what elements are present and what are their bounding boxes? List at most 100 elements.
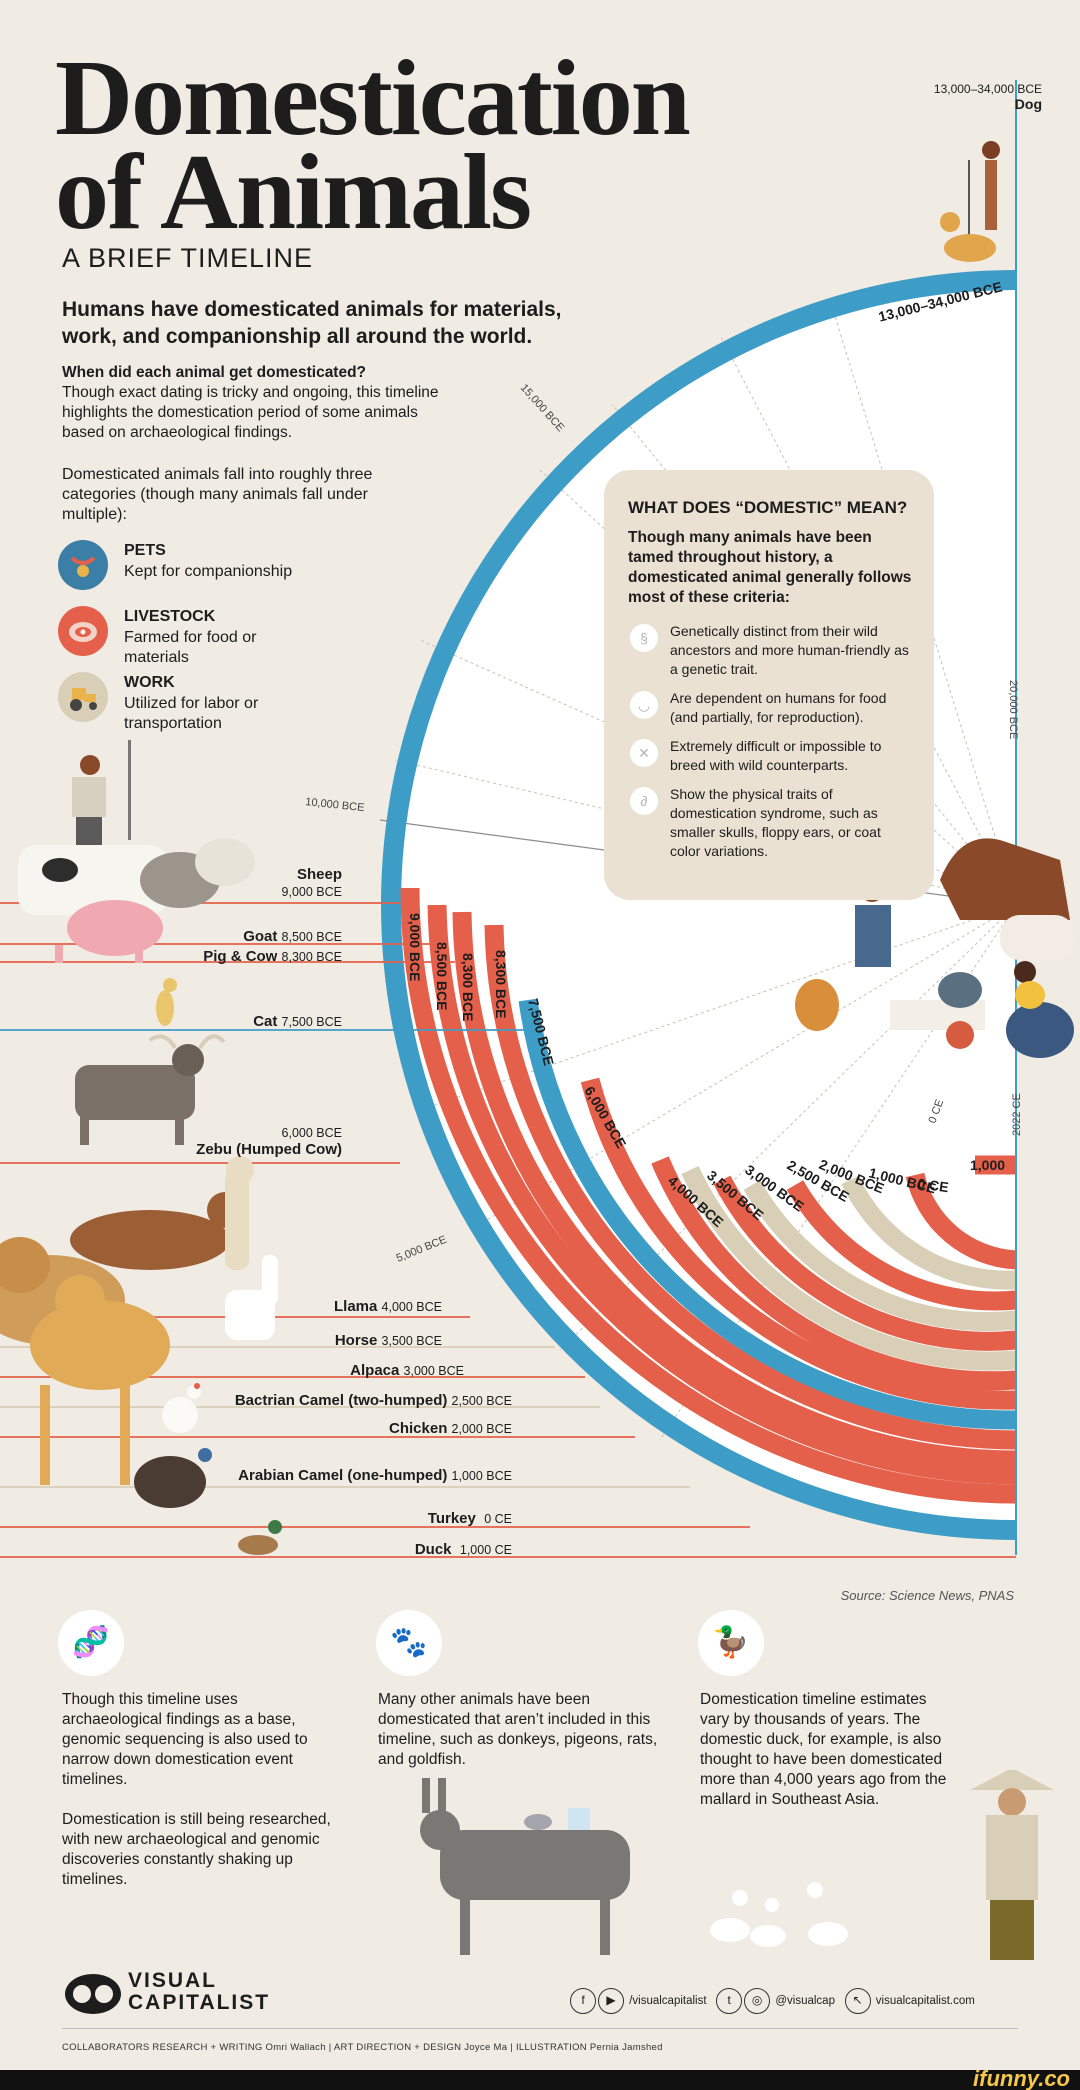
footer-divider bbox=[62, 2028, 1018, 2029]
farmer-illustration bbox=[72, 740, 131, 847]
arc-pig-cow bbox=[452, 911, 1017, 1470]
label-connectors bbox=[0, 902, 1016, 1558]
facebook-icon[interactable]: f bbox=[570, 1988, 596, 2014]
arc-turkey bbox=[905, 1172, 1017, 1270]
question-body: Though exact dating is tricky and ongoin… bbox=[62, 384, 439, 441]
footer-illustrations bbox=[420, 1770, 1054, 1960]
arc-alpaca bbox=[713, 1175, 1017, 1351]
categories-intro: Domesticated animals fall into roughly t… bbox=[62, 466, 373, 523]
cat-illustration bbox=[156, 978, 177, 1026]
instagram-icon[interactable]: ◎ bbox=[744, 1988, 771, 2014]
social-links: f ▶ /visualcapitalist t ◎ @visualcap ↖ vis… bbox=[570, 1988, 975, 2014]
label-duck: Duck 1,000 CE bbox=[414, 1541, 512, 1558]
arc-pig-cow-2 bbox=[484, 924, 1017, 1450]
category-name: WORK bbox=[124, 674, 175, 691]
label-arabian-camel: Arabian Camel (one-humped) 1,000 BCE bbox=[238, 1467, 512, 1484]
label-zebu: 6,000 BCE Zebu (Humped Cow) bbox=[196, 1126, 342, 1158]
website-link[interactable]: visualcapitalist.com bbox=[875, 1995, 975, 2008]
arc-label: 9,000 BCE bbox=[407, 913, 423, 981]
visual-capitalist-logo bbox=[65, 1974, 121, 2014]
pets-icon bbox=[58, 540, 108, 590]
arc-chicken bbox=[786, 1180, 1017, 1311]
label-alpaca: Alpaca 3,000 BCE bbox=[350, 1362, 464, 1379]
watermark: ifunny.co bbox=[973, 2066, 1070, 2090]
credits-line: COLLABORATORS RESEARCH + WRITING Omri Wa… bbox=[62, 2042, 663, 2053]
criterion-breeding: ✕ Extremely difficult or impossible to br… bbox=[628, 737, 912, 775]
category-pets: PETS Kept for companionship bbox=[58, 540, 418, 596]
axis-label-5000: 5,000 BCE bbox=[395, 1234, 449, 1265]
arc-sheep bbox=[400, 887, 1017, 1504]
criterion-dependent: ◡ Are dependent on humans for food (and p… bbox=[628, 689, 912, 727]
label-turkey: Turkey 0 CE bbox=[427, 1510, 512, 1527]
category-name: PETS bbox=[124, 542, 166, 559]
category-desc: Utilized for labor or transportation bbox=[124, 695, 259, 732]
dog-label: 13,000–34,000 BCE Dog bbox=[934, 82, 1042, 112]
category-name: LIVESTOCK bbox=[124, 608, 216, 625]
cross-icon: ✕ bbox=[630, 739, 658, 767]
criterion-genetic: § Genetically distinct from their wild an… bbox=[628, 622, 912, 679]
label-horse: Horse 3,500 BCE bbox=[334, 1332, 442, 1349]
footer-col-1: Though this timeline uses archaeological… bbox=[62, 1691, 331, 1888]
farmer-woman-illustration bbox=[970, 1770, 1054, 1960]
donkey-illustration bbox=[420, 1778, 630, 1955]
box-intro: Though many animals have been tamed thro… bbox=[628, 529, 912, 606]
brand-name: VISUAL CAPITALIST bbox=[128, 1969, 271, 2014]
category-desc: Farmed for food or materials bbox=[124, 629, 257, 666]
arc-bactrian bbox=[743, 1180, 1018, 1332]
domestic-definition-box: WHAT DOES “DOMESTIC” MEAN? Though many a… bbox=[604, 470, 934, 900]
label-llama: Llama 4,000 BCE bbox=[334, 1298, 442, 1315]
category-livestock: LIVESTOCK Farmed for food or materials bbox=[58, 606, 418, 666]
animal-arcs bbox=[400, 887, 1018, 1504]
category-work: WORK Utilized for labor or transportatio… bbox=[58, 672, 418, 732]
label-bactrian-camel: Bactrian Camel (two-humped) 2,500 BCE bbox=[234, 1392, 512, 1409]
label-cat: Cat 7,500 BCE bbox=[253, 1013, 342, 1030]
footer-col-2: Many other animals have been domesticate… bbox=[378, 1691, 658, 1768]
arc-label: 8,500 BCE bbox=[434, 942, 450, 1010]
arc-cat bbox=[518, 998, 1017, 1430]
arc-arabian bbox=[841, 1175, 1017, 1290]
livestock-illustration bbox=[18, 838, 255, 963]
poultry-illustration bbox=[134, 1383, 282, 1555]
label-chicken: Chicken 2,000 BCE bbox=[389, 1420, 512, 1437]
box-heading: WHAT DOES “DOMESTIC” MEAN? bbox=[628, 498, 908, 517]
arc-goat bbox=[427, 904, 1017, 1485]
ear-icon: ∂ bbox=[630, 787, 658, 815]
label-goat: Goat 8,500 BCE bbox=[243, 928, 342, 945]
arc-zebu bbox=[580, 1077, 1017, 1410]
food-bowl-icon: ◡ bbox=[630, 691, 658, 719]
paw-icon: 🐾 bbox=[376, 1610, 442, 1676]
twitter-icon[interactable]: t bbox=[716, 1988, 743, 2014]
dna-icon: 🧬 bbox=[58, 1610, 124, 1676]
ducks-illustration bbox=[710, 1882, 848, 1947]
label-pig-cow: Pig & Cow 8,300 BCE bbox=[203, 948, 342, 965]
footer-col-3: Domestication timeline estimates vary by… bbox=[700, 1691, 947, 1808]
page-subtitle: A BRIEF TIMELINE bbox=[62, 243, 314, 273]
arc-label: 8,300 BCE bbox=[460, 953, 476, 1021]
criterion-syndrome: ∂ Show the physical traits of domesticati… bbox=[628, 785, 912, 861]
youtube-icon[interactable]: ▶ bbox=[598, 1988, 624, 2014]
label-sheep: Sheep 9,000 BCE bbox=[281, 866, 342, 899]
camel-llama-illustration bbox=[0, 1156, 278, 1485]
zebu-illustration bbox=[75, 1034, 226, 1145]
cursor-icon[interactable]: ↖ bbox=[844, 1988, 871, 2014]
dog-illustration bbox=[940, 141, 1000, 262]
social-handle-2[interactable]: @visualcap bbox=[775, 1995, 835, 2008]
question-block: When did each animal get domesticated? T… bbox=[62, 363, 462, 443]
axis-label-10000: 10,000 BCE bbox=[305, 796, 365, 814]
source-note: Source: Science News, PNAS bbox=[840, 1588, 1014, 1603]
axis-label-15000: 15,000 BCE bbox=[518, 382, 567, 434]
social-handle-1[interactable]: /visualcapitalist bbox=[629, 1995, 707, 2008]
dog-date: 13,000–34,000 BCE bbox=[933, 82, 1042, 96]
dog-name: Dog bbox=[1014, 96, 1042, 112]
arc-dog bbox=[381, 270, 1017, 1540]
axis-label-20000: 20,000 BCE bbox=[1007, 680, 1019, 739]
page-title: Domestication of Animals bbox=[55, 45, 691, 252]
arc-label: 8,300 BCE bbox=[493, 950, 509, 1018]
arc-horse bbox=[681, 1165, 1017, 1371]
lead-text: Humans have domesticated animals for mat… bbox=[62, 298, 562, 348]
category-desc: Kept for companionship bbox=[124, 563, 293, 580]
watermark-bar bbox=[0, 2070, 1080, 2090]
livestock-icon bbox=[58, 606, 108, 656]
title-line-2: of Animals bbox=[55, 133, 532, 252]
axis-label-2022: 2022 CE bbox=[1011, 1093, 1023, 1136]
